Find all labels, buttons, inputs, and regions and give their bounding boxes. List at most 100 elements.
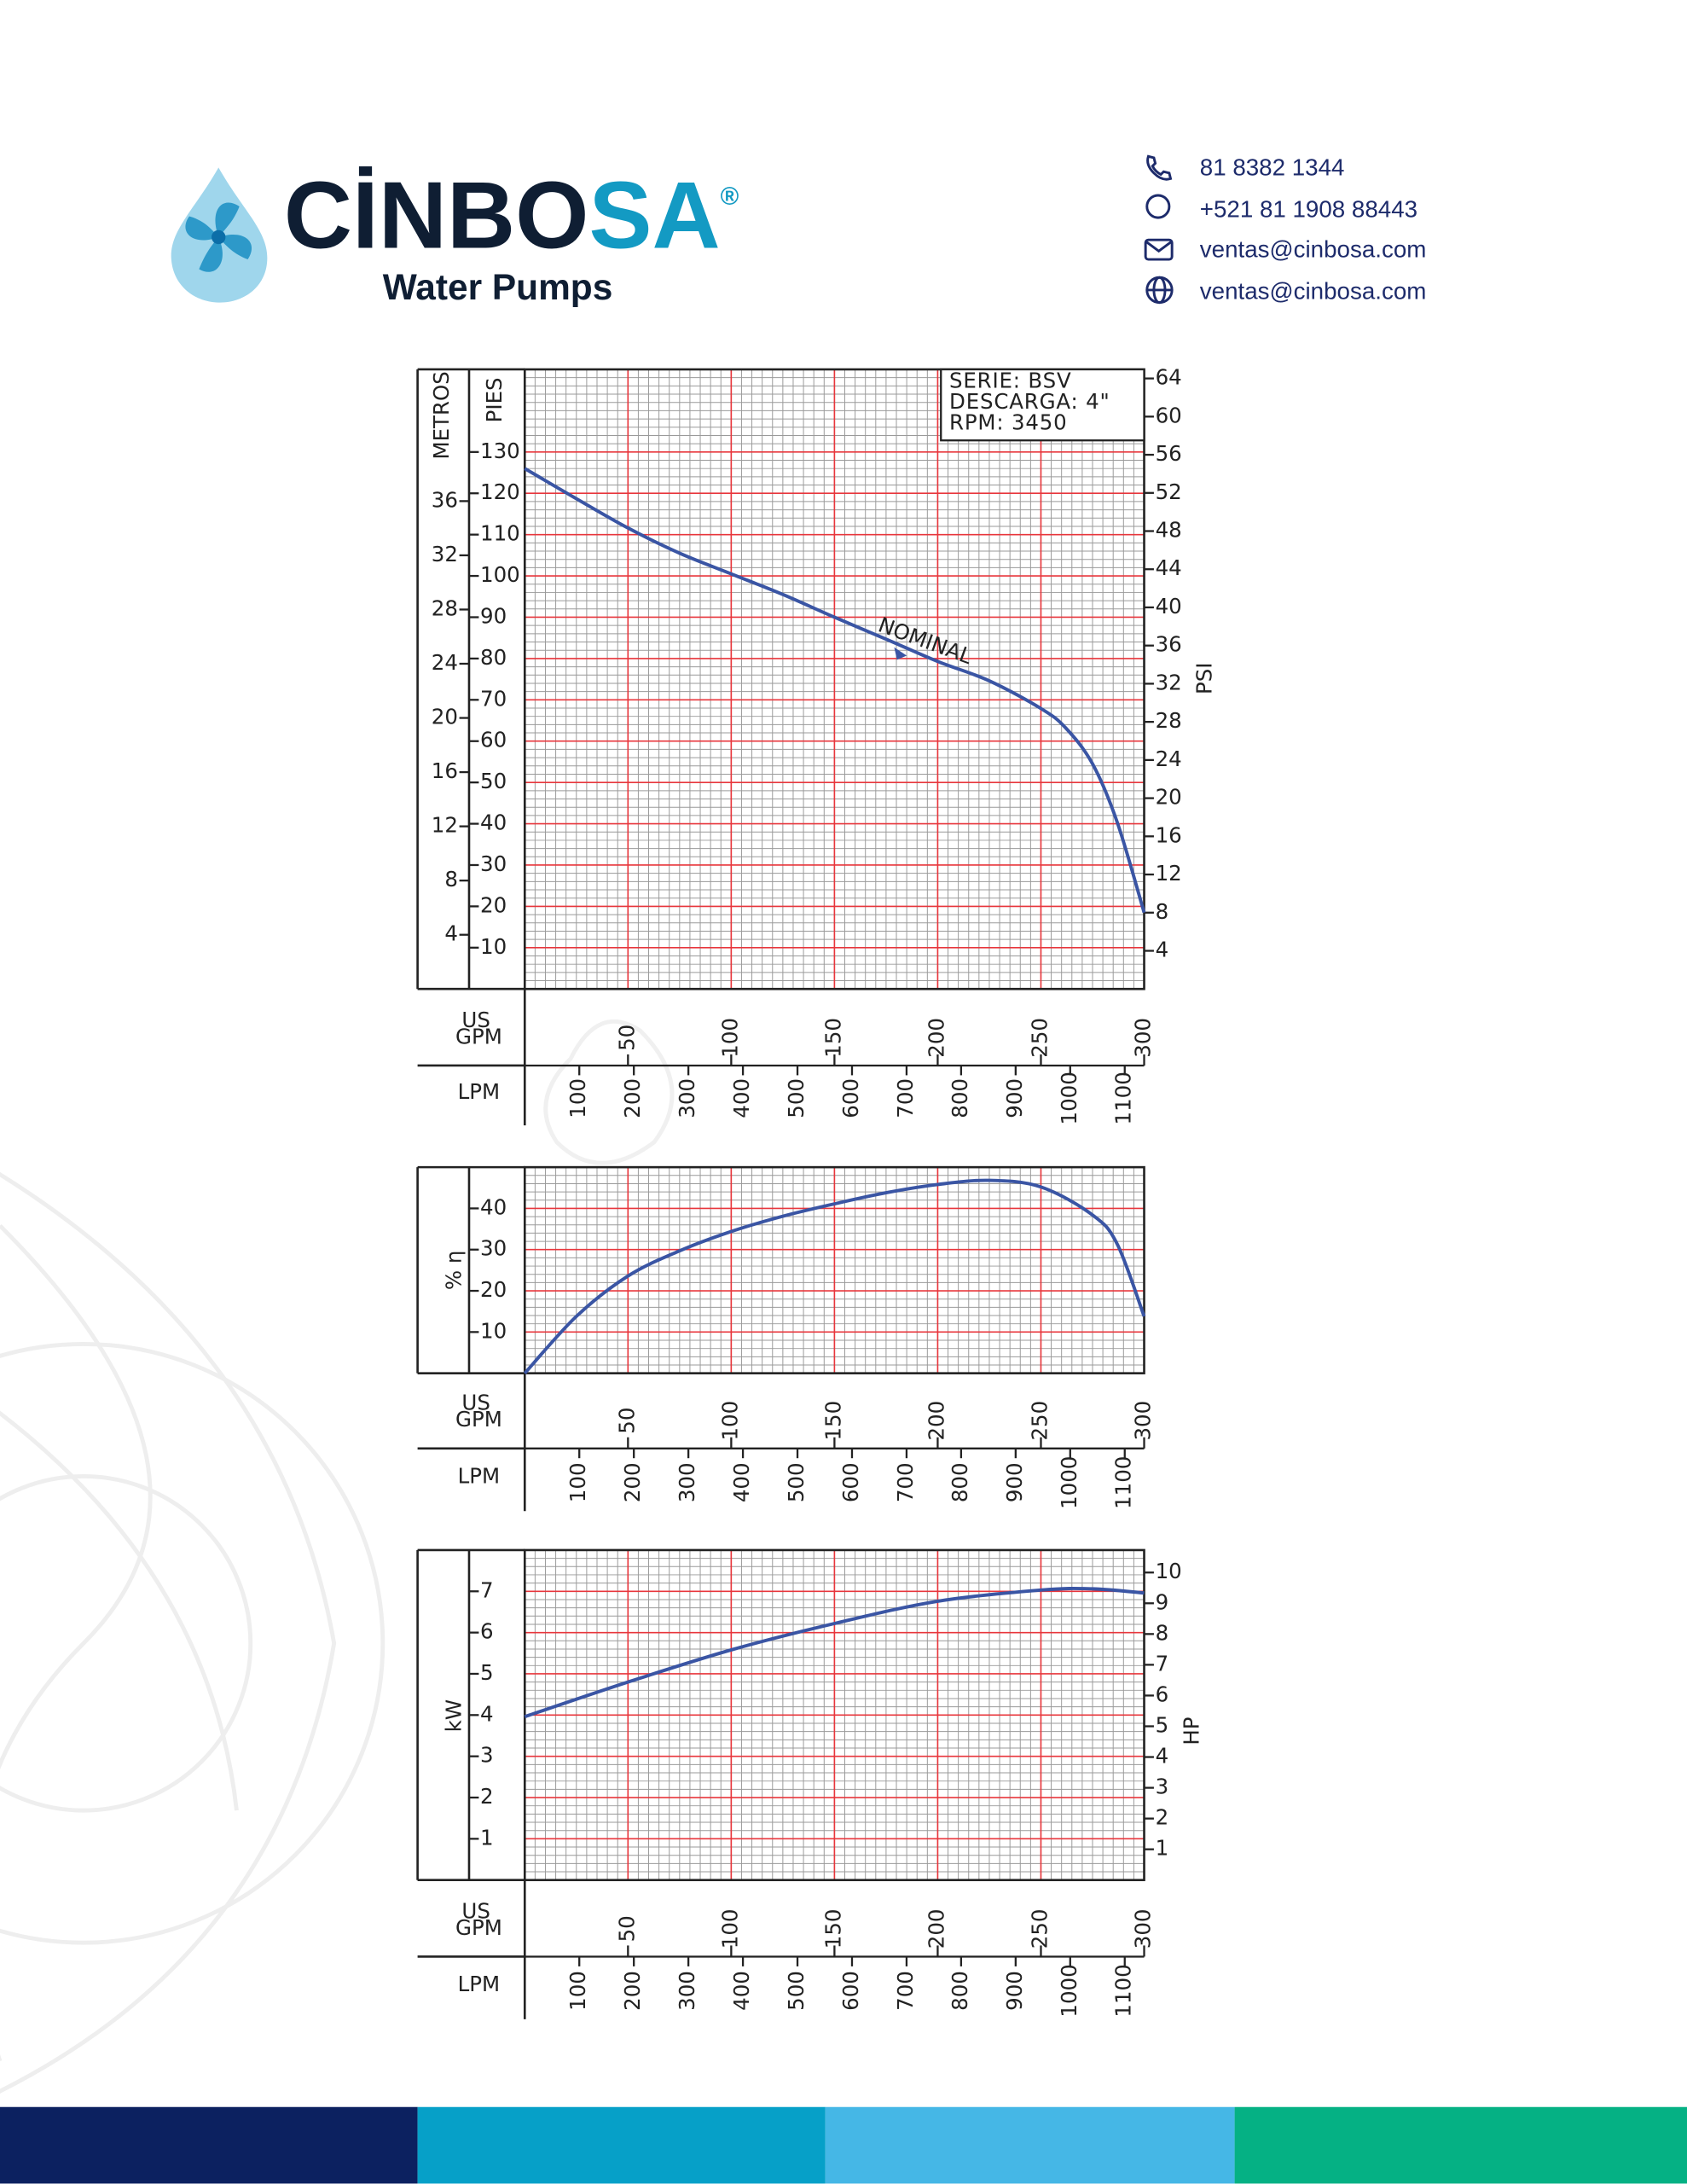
x-axis-label: US <box>461 1898 490 1923</box>
y-tick-label: 90 <box>480 603 507 628</box>
x2-tick-label: 1100 <box>1111 1072 1136 1124</box>
x2-tick-label: 700 <box>893 1971 918 2011</box>
x-tick-label: 50 <box>614 1915 639 1942</box>
contact-icons <box>1144 154 1174 305</box>
x-tick-label: 100 <box>717 1908 742 1949</box>
x2-tick-label: 1100 <box>1111 1456 1136 1509</box>
contact-list: 81 8382 1344 +521 81 1908 88443 ventas@cin… <box>1200 154 1427 304</box>
y2-tick-label: 20 <box>1156 785 1182 810</box>
x2-tick-label: 200 <box>620 1462 645 1502</box>
x-tick-label: 200 <box>924 1908 948 1949</box>
y3-tick-label: 4 <box>444 921 458 946</box>
x2-tick-label: 800 <box>948 1462 972 1502</box>
y2-tick-label: 9 <box>1156 1589 1169 1614</box>
y2-tick-label: 5 <box>1156 1712 1169 1737</box>
x2-tick-label: 700 <box>893 1462 918 1502</box>
plot-frame <box>523 368 1145 990</box>
y2-tick-label: 16 <box>1156 822 1182 847</box>
annotation: NOMINAL <box>875 613 976 670</box>
x2-tick-label: 800 <box>948 1971 972 2011</box>
y3-tick-label: 36 <box>432 487 458 512</box>
y3-tick-label: 32 <box>432 542 458 566</box>
y2-tick-label: 48 <box>1156 518 1182 543</box>
x2-tick-label: 200 <box>620 1078 645 1118</box>
contact-text: +521 81 1908 88443 <box>1200 195 1417 222</box>
x-axis-label: GPM <box>455 1407 502 1432</box>
watermark <box>0 1019 675 2094</box>
x2-tick-label: 1100 <box>1111 1964 1136 2017</box>
annotation-arrow <box>894 647 907 660</box>
x2-axis-label: LPM <box>458 1972 501 1996</box>
y-tick-label: 50 <box>480 769 507 793</box>
y3-tick-label: 8 <box>444 867 458 892</box>
y-tick-label: 130 <box>480 439 520 463</box>
y-tick-label: 10 <box>480 1318 507 1343</box>
y-tick-label: 2 <box>480 1784 494 1809</box>
x-tick-label: 300 <box>1131 1018 1156 1058</box>
x2-tick-label: 1000 <box>1057 1456 1081 1509</box>
y-tick-label: 4 <box>480 1701 494 1726</box>
x2-tick-label: 400 <box>729 1971 754 2011</box>
x2-tick-label: 500 <box>784 1462 809 1502</box>
y2-tick-label: 2 <box>1156 1805 1169 1830</box>
y-tick-label: 40 <box>480 1194 507 1219</box>
x-tick-label: 150 <box>820 1908 845 1949</box>
x2-tick-label: 500 <box>784 1971 809 2011</box>
tagline: Water Pumps <box>383 267 613 307</box>
x2-tick-label: 100 <box>565 1971 590 2011</box>
y2-tick-label: 3 <box>1156 1774 1169 1799</box>
y-tick-label: 10 <box>480 934 507 959</box>
y2-tick-label: 8 <box>1156 899 1169 924</box>
info-text: SERIE: BSV <box>949 369 1071 393</box>
x2-tick-label: 900 <box>1002 1078 1027 1118</box>
y2-tick-label: 56 <box>1156 441 1182 466</box>
y-tick-label: 80 <box>480 645 507 670</box>
y-tick-label: 20 <box>480 892 507 917</box>
x2-axis-label: LPM <box>458 1079 501 1104</box>
y2-axis-label: PSI <box>1191 663 1216 695</box>
y2-tick-label: 28 <box>1156 708 1182 733</box>
x2-tick-label: 700 <box>893 1078 918 1118</box>
y2-tick-label: 32 <box>1156 670 1182 694</box>
y-tick-label: 110 <box>480 521 520 546</box>
x-tick-label: 200 <box>924 1018 948 1058</box>
brand-accent: SA <box>588 163 720 269</box>
y-axis-label: kW <box>442 1699 467 1732</box>
y2-tick-label: 1 <box>1156 1836 1169 1861</box>
y-tick-label: 7 <box>480 1577 494 1602</box>
x2-tick-label: 500 <box>784 1078 809 1118</box>
y2-tick-label: 52 <box>1156 479 1182 504</box>
x-tick-label: 250 <box>1027 1018 1052 1058</box>
y2-tick-label: 12 <box>1156 861 1182 886</box>
y-tick-label: 20 <box>480 1277 507 1302</box>
registered-mark: ® <box>721 183 739 211</box>
brand-dark: CİNBO <box>284 163 589 269</box>
x2-tick-label: 100 <box>565 1462 590 1502</box>
x-tick-label: 250 <box>1027 1401 1052 1441</box>
info-text: RPM: 3450 <box>949 410 1068 435</box>
curve <box>524 467 1146 914</box>
y3-axis-label: METROS <box>429 371 454 459</box>
y2-tick-label: 36 <box>1156 632 1182 657</box>
x2-tick-label: 300 <box>675 1078 699 1118</box>
x2-tick-label: 600 <box>838 1462 863 1502</box>
x2-axis-label: LPM <box>458 1463 501 1488</box>
x-axis-label: GPM <box>455 1024 502 1048</box>
y-tick-label: 1 <box>480 1825 494 1850</box>
y-tick-label: 40 <box>480 810 507 835</box>
x2-tick-label: 800 <box>948 1078 972 1118</box>
x2-tick-label: 400 <box>729 1078 754 1118</box>
x2-tick-label: 600 <box>838 1971 863 2011</box>
x-tick-label: 100 <box>717 1401 742 1441</box>
x-tick-label: 200 <box>924 1401 948 1441</box>
x-tick-label: 150 <box>820 1401 845 1441</box>
x2-tick-label: 1000 <box>1057 1072 1081 1124</box>
y2-tick-label: 6 <box>1156 1682 1169 1706</box>
y-tick-label: 30 <box>480 851 507 876</box>
x-axis-label: GPM <box>455 1915 502 1940</box>
y3-tick-label: 28 <box>432 595 458 620</box>
y2-tick-label: 8 <box>1156 1620 1169 1645</box>
logo: CİNBOSA® Water Pumps <box>171 163 739 307</box>
